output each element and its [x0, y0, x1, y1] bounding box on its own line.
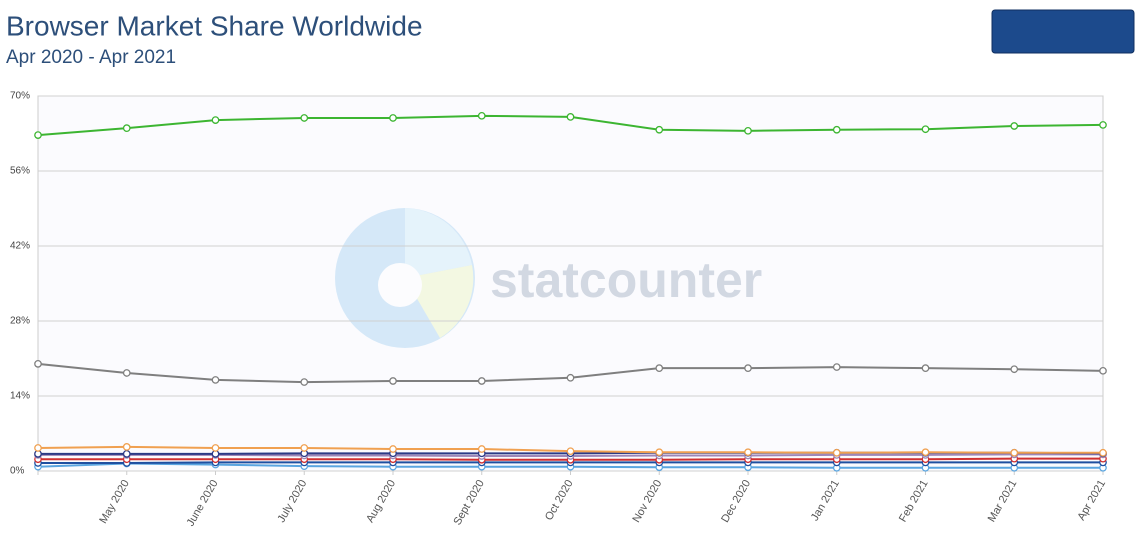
- x-tick-label: Sept 2020: [451, 478, 486, 527]
- data-point: [34, 131, 42, 139]
- data-point: [477, 377, 486, 385]
- data-point: [122, 369, 131, 377]
- data-point: [655, 125, 664, 134]
- data-point: [477, 111, 486, 120]
- data-point: [744, 364, 752, 372]
- data-point: [211, 444, 220, 452]
- data-point: [921, 125, 930, 134]
- data-point: [655, 448, 664, 457]
- data-point: [389, 445, 397, 453]
- data-point: [122, 450, 131, 458]
- data-point: [300, 378, 309, 386]
- data-point: [921, 364, 930, 372]
- x-tick-label: Apr 2021: [1075, 478, 1108, 523]
- button[interactable]: [991, 9, 1135, 54]
- data-point: [655, 364, 664, 372]
- data-point: [744, 126, 752, 135]
- x-tick-label: Jan 2021: [809, 478, 842, 523]
- data-point: [921, 448, 930, 457]
- plot-area: [37, 95, 1104, 472]
- data-point: [300, 114, 309, 122]
- y-tick-label: 70%: [10, 91, 30, 102]
- x-tick-label: Feb 2021: [897, 478, 931, 524]
- x-tick-label: Nov 2020: [630, 478, 664, 525]
- data-point: [566, 373, 575, 382]
- x-tick-label: June 2020: [185, 478, 221, 529]
- x-tick-label: Mar 2021: [986, 478, 1020, 524]
- x-tick-label: Dec 2020: [719, 478, 753, 525]
- data-point: [300, 444, 309, 452]
- data-point: [1099, 121, 1107, 129]
- data-point: [1099, 448, 1107, 457]
- x-tick-label: July 2020: [275, 478, 309, 525]
- x-tick-label: May 2020: [97, 478, 132, 526]
- data-point: [1099, 366, 1107, 375]
- data-point: [122, 124, 131, 132]
- data-point: [34, 444, 42, 452]
- data-point: [477, 445, 486, 453]
- data-point: [1010, 365, 1019, 374]
- data-point: [832, 125, 841, 134]
- x-tick-label: Oct 2020: [543, 478, 576, 523]
- data-point: [211, 116, 220, 124]
- y-tick-label: 0%: [10, 466, 25, 477]
- chart-title: Browser Market Share Worldwide: [6, 10, 423, 41]
- data-point: [34, 360, 42, 368]
- data-point: [1010, 122, 1019, 130]
- data-point: [389, 114, 397, 122]
- data-point: [832, 448, 841, 457]
- data-point: [566, 113, 575, 121]
- data-point: [566, 447, 575, 456]
- data-point: [211, 376, 220, 384]
- data-point: [744, 448, 752, 457]
- data-point: [1010, 448, 1019, 457]
- y-tick-label: 56%: [10, 166, 30, 177]
- data-point: [832, 363, 841, 371]
- y-tick-label: 28%: [10, 316, 30, 327]
- watermark-logo: [335, 208, 475, 348]
- y-tick-label: 42%: [10, 241, 30, 252]
- x-tick-label: Aug 2020: [364, 478, 398, 525]
- watermark: statcounter: [490, 252, 762, 308]
- data-point: [389, 377, 397, 385]
- data-point: [122, 443, 131, 451]
- y-tick-label: 14%: [10, 391, 30, 402]
- chart-subtitle: Apr 2020 - Apr 2021: [6, 47, 176, 68]
